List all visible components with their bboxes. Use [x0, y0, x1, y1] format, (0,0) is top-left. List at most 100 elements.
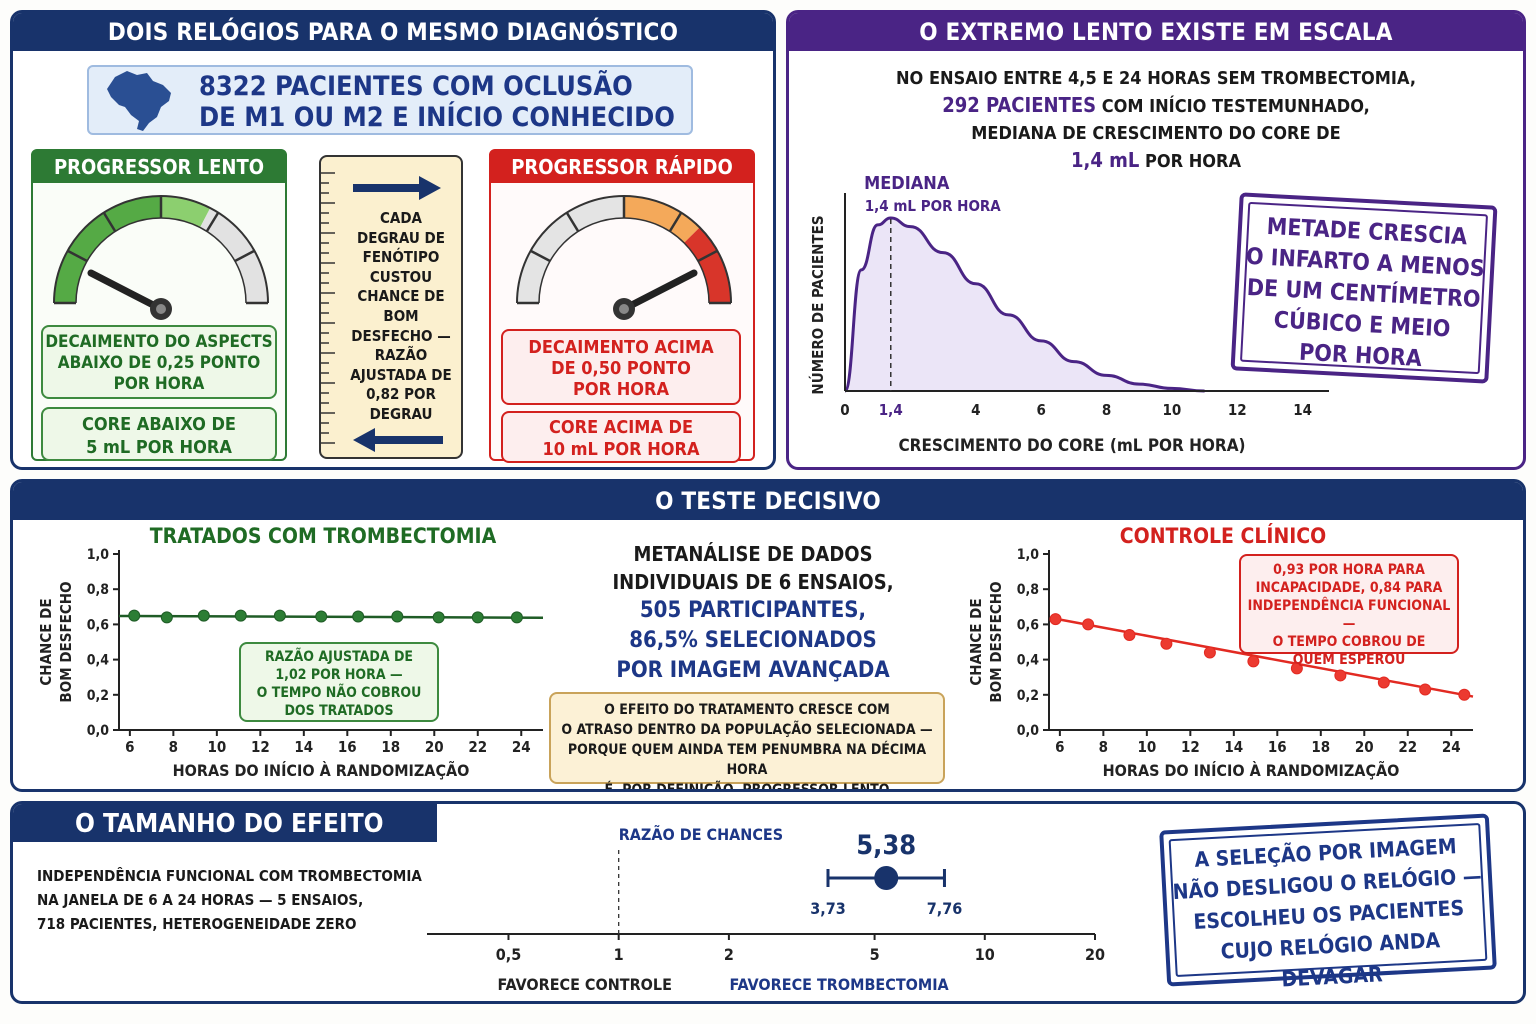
x-tick-label: 10: [1137, 738, 1156, 756]
ruler-line: DEGRAU DE: [357, 228, 445, 247]
x-tick-label: 24: [512, 738, 531, 756]
panel-slow-extreme: O EXTREMO LENTO EXISTE EM ESCALA NO ENSA…: [786, 10, 1526, 470]
slow-core-line-1: CORE ABAIXO DE: [81, 414, 236, 435]
x-axis-label: HORAS DO INÍCIO À RANDOMIZAÇÃO: [1103, 761, 1400, 780]
trial-line-1: NO ENSAIO ENTRE 4,5 E 24 HORAS SEM TROMB…: [896, 68, 1416, 89]
point-estimate: [874, 866, 899, 890]
ruler-line: 0,82 POR: [366, 385, 436, 404]
effect-note-line: O ATRASO DENTRO DA POPULAÇÃO SELECIONADA…: [561, 722, 933, 738]
x-axis-label: HORAS DO INÍCIO À RANDOMIZAÇÃO: [173, 761, 470, 780]
x-tick-label: 18: [381, 738, 400, 756]
effect-note-line: PORQUE QUEM AINDA TEM PENUMBRA NA DÉCIMA…: [567, 742, 927, 778]
data-point: [1160, 637, 1173, 650]
treated-chart-title: TRATADOS COM TROMBECTOMIA: [149, 524, 497, 548]
y-tick-label: 1,0: [87, 547, 110, 563]
control-chart-title: CONTROLE CLÍNICO: [1119, 524, 1327, 548]
estimate-label: 5,38: [856, 830, 916, 861]
treated-note: RAZÃO AJUSTADA DE 1,02 POR HORA — O TEMP…: [239, 642, 439, 722]
fast-aspects-line-2: DE 0,50 PONTO: [551, 358, 691, 379]
y-axis-label: BOM DESFECHO: [57, 581, 75, 702]
data-point: [273, 609, 286, 622]
trial-median: 1,4 mL: [1070, 148, 1140, 172]
cohort-line-1: 8322 PACIENTES COM OCLUSÃO: [199, 71, 633, 102]
panel-title: O TAMANHO DO EFEITO: [13, 804, 437, 842]
y-tick-label: 0,2: [1017, 688, 1039, 704]
treated-chart: 0,0 0,2 0,4 0,6 0,8 1,0 6 8 10 12 14 16 18 20 22 24 HORA…: [37, 547, 544, 780]
trial-line-3: MEDIANA DE CRESCIMENTO DO CORE DE: [971, 123, 1341, 144]
favors-control-label: FAVORECE CONTROLE: [497, 975, 671, 994]
effect-note-line: É, POR DEFINIÇÃO, PROGRESSOR LENTO: [604, 782, 890, 792]
x-tick-label: 14: [294, 738, 313, 756]
x-tick-label: 10: [975, 945, 995, 964]
phenotype-ruler: CADA DEGRAU DE FENÓTIPO CUSTOU CHANCE DE…: [319, 155, 463, 459]
panel-title: O EXTREMO LENTO EXISTE EM ESCALA: [789, 13, 1523, 51]
x-tick-label: 6: [125, 738, 134, 756]
data-point: [1377, 676, 1390, 689]
x-tick-label: 8: [1099, 738, 1108, 756]
control-note: 0,93 POR HORA PARA INCAPACIDADE, 0,84 PA…: [1239, 554, 1459, 668]
treated-note-line: DOS TRATADOS: [284, 703, 394, 719]
data-point: [432, 611, 445, 624]
data-point: [1049, 613, 1062, 626]
distribution-area: [845, 218, 1205, 391]
data-point: [234, 609, 247, 622]
ruler-line: CUSTOU: [369, 267, 433, 286]
imaging-selection-stamp: A SELEÇÃO POR IMAGEM NÃO DESLIGOU O RELÓ…: [1159, 813, 1497, 992]
fast-aspects-box: DECAIMENTO ACIMA DE 0,50 PONTO POR HORA: [501, 329, 741, 405]
y-axis-label: CHANCE DE: [967, 598, 985, 685]
data-point: [391, 610, 404, 623]
x-tick-label: 14: [1224, 738, 1243, 756]
treated-note-line: O TEMPO NÃO COBROU: [256, 685, 422, 701]
treated-note-line: 1,02 POR HORA —: [275, 667, 403, 683]
ruler-line: BOM: [383, 306, 419, 325]
x-tick-label: 12: [1228, 401, 1247, 419]
ruler-line: DESFECHO —: [351, 326, 451, 345]
stamp-line: METADE CRESCIA: [1266, 213, 1468, 251]
panel-title: O TESTE DECISIVO: [13, 482, 1523, 520]
data-point: [1458, 688, 1471, 701]
fast-aspects-line-3: POR HORA: [572, 379, 670, 400]
x-tick-label: 22: [1398, 738, 1417, 756]
data-point: [1419, 683, 1432, 696]
stamp-line: A SELEÇÃO POR IMAGEM: [1193, 834, 1458, 872]
trial-onset: COM INÍCIO TESTEMUNHADO,: [1096, 96, 1370, 117]
ruler-line: FENÓTIPO: [362, 248, 440, 267]
control-note-line: QUEM ESPEROU: [1292, 652, 1406, 668]
x-tick-label: 22: [468, 738, 487, 756]
data-point: [1290, 662, 1303, 675]
y-tick-label: 0,6: [1017, 617, 1040, 633]
meta-selected: 86,5% SELECIONADOS: [629, 628, 877, 653]
control-note-line: O TEMPO COBROU DE: [1272, 634, 1426, 650]
panel-title: DOIS RELÓGIOS PARA O MESMO DIAGNÓSTICO: [13, 13, 773, 51]
control-note-line: INCAPACIDADE, 0,84 PARA: [1255, 580, 1443, 596]
x-tick-label: 0,5: [496, 945, 521, 964]
x-tick-label: 1: [614, 945, 624, 964]
x-tick-label: 1,4: [879, 401, 903, 419]
effect-desc-line: NA JANELA DE 6 A 24 HORAS — 5 ENSAIOS,: [37, 891, 364, 909]
x-tick-label: 20: [1355, 738, 1374, 756]
y-tick-label: 1,0: [1017, 547, 1040, 563]
x-tick-label: 20: [425, 738, 444, 756]
y-axis-label: NÚMERO DE PACIENTES: [808, 215, 827, 394]
y-tick-label: 0,8: [1017, 582, 1039, 598]
control-chart: 0,0 0,2 0,4 0,6 0,8 1,0 6 8 10 12 14 16 18 20 22 24 HORA…: [967, 547, 1474, 780]
ruler-ticks: [321, 172, 335, 444]
effect-note-line: O EFEITO DO TRATAMENTO CRESCE COM: [604, 702, 890, 718]
fast-gauge: [516, 195, 732, 320]
ruler-line: CADA: [380, 209, 422, 227]
x-tick-label: 6: [1055, 738, 1064, 756]
panel-decisive-test: O TESTE DECISIVO TRATADOS COM TROMBECTOM…: [10, 479, 1526, 792]
x-tick-label: 10: [207, 738, 226, 756]
slow-aspects-box: DECAIMENTO DO ASPECTS ABAIXO DE 0,25 PON…: [41, 325, 277, 399]
fast-core-line-1: CORE ACIMA DE: [548, 417, 694, 438]
trial-line-4: 1,4 mL POR HORA: [789, 147, 1523, 175]
fast-progressor-card: PROGRESSOR RÁPIDO DECAIMENTO ACIMA DE 0,…: [489, 149, 755, 463]
slow-core-line-2: 5 mL POR HORA: [86, 437, 232, 458]
slow-progressor-title: PROGRESSOR LENTO: [33, 151, 285, 183]
stamp-line: O INFARTO A MENOS: [1245, 243, 1486, 283]
brazil-map-icon: [107, 71, 171, 131]
y-axis-label: BOM DESFECHO: [987, 581, 1005, 702]
stamp-line: POR HORA: [1298, 339, 1423, 373]
data-point: [1334, 669, 1347, 682]
slow-progressor-card: PROGRESSOR LENTO DECAIMENTO DO ASPECTS A…: [31, 149, 287, 461]
